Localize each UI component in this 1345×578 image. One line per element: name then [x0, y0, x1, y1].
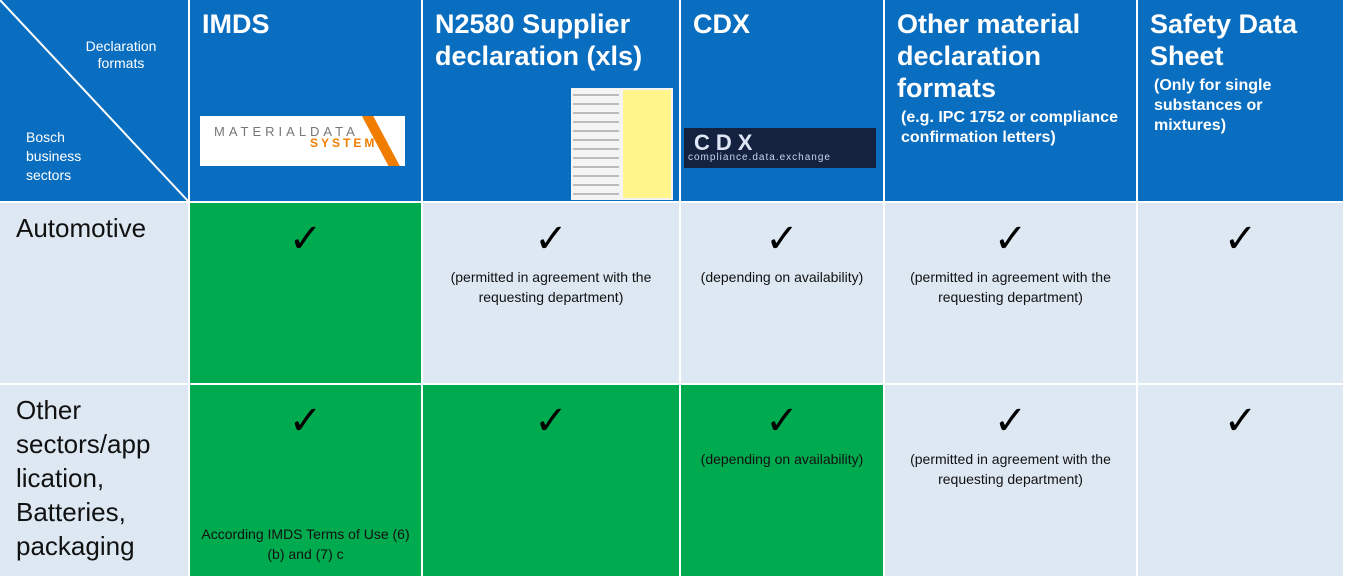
table-cell: ✓ (permitted in agreement with the reques…	[885, 203, 1138, 385]
column-subtitle: (Only for single substances or mixtures)	[1154, 77, 1272, 134]
column-title: Safety Data Sheet (Only for single substa…	[1150, 8, 1335, 136]
checkmark: ✓	[1223, 399, 1258, 443]
checkmark: ✓	[288, 399, 323, 443]
title-text: Safety Data Sheet	[1150, 9, 1298, 71]
imds-logo: MATERIALDATA SYSTEM	[200, 116, 405, 166]
logo-text: CDX	[694, 130, 759, 155]
column-header: Safety Data Sheet (Only for single substa…	[1138, 0, 1345, 203]
checkmark: ✓	[993, 217, 1028, 261]
checkmark: ✓	[765, 217, 799, 261]
checkmark: ✓	[534, 217, 568, 261]
diagonal	[0, 0, 189, 202]
column-header: N2580 Supplier declaration (xls)	[423, 0, 681, 203]
column-header: IMDS MATERIALDATA SYSTEM	[190, 0, 423, 203]
cell-note: (permitted in agreement with the request…	[450, 269, 652, 305]
thumb-row	[573, 193, 619, 195]
table-cell: ✓	[1138, 385, 1345, 578]
row-label-line: lication,	[16, 463, 105, 493]
table-cell: ✓ (permitted in agreement with the reques…	[423, 203, 681, 385]
corner-top: Declaration formats	[85, 38, 157, 71]
checkmark: ✓	[534, 399, 568, 443]
table-cell: ✓ (depending on availability)	[681, 203, 885, 385]
cdx-logo: CDX compliance.data.exchange	[684, 128, 876, 168]
row-label-line: sectors/app	[16, 429, 151, 459]
thumb-row	[573, 121, 619, 123]
thumb-row	[573, 112, 619, 114]
title-text: CDX	[693, 9, 751, 39]
table-cell: ✓	[190, 203, 423, 385]
checkmark: ✓	[288, 217, 323, 261]
table-cell: ✓	[1138, 203, 1345, 385]
row-label-line: packaging	[16, 531, 135, 561]
column-title: N2580 Supplier declaration (xls)	[435, 8, 671, 72]
checkmark: ✓	[993, 399, 1028, 443]
column-title: CDX	[693, 8, 875, 40]
logo-text: SYSTEM	[310, 136, 378, 150]
table-cell: ✓	[423, 385, 681, 578]
checkmark: ✓	[1223, 217, 1258, 261]
title-text: N2580 Supplier declaration (xls)	[435, 9, 643, 71]
thumb-row	[573, 139, 619, 141]
row-label-line: Automotive	[16, 213, 147, 243]
title-text: Other material declaration formats	[897, 9, 1081, 103]
cell-note: (depending on availability)	[700, 269, 864, 285]
thumb-row	[573, 175, 619, 177]
row-label: Automotive	[16, 211, 146, 245]
table-cell: ✓ According IMDS Terms of Use (6) (b) and…	[190, 385, 423, 578]
corner-header: Declaration formats Bosch business sector…	[0, 0, 190, 203]
spreadsheet-thumbnail	[571, 88, 673, 200]
logo-text: MATERIALDATA	[214, 124, 359, 139]
thumb-row	[573, 157, 619, 159]
thumb-row	[573, 103, 619, 105]
thumb-row	[573, 184, 619, 186]
cell-note: According IMDS Terms of Use (6) (b) and …	[201, 526, 410, 562]
thumb-row	[573, 130, 619, 132]
logo-text: compliance.data.exchange	[688, 152, 831, 163]
row-header: Other sectors/app lication, Batteries, packa…	[0, 385, 190, 578]
corner-bottom: Bosch business sectors	[26, 129, 82, 183]
cell-note: (permitted in agreement with the request…	[910, 269, 1111, 305]
cell-note: (depending on availability)	[700, 451, 864, 467]
row-label-line: Batteries,	[16, 497, 126, 527]
column-title: IMDS	[202, 8, 413, 40]
thumb-yellow	[623, 90, 671, 198]
table-cell: ✓ (depending on availability)	[681, 385, 885, 578]
row-label-line: Other	[16, 395, 82, 425]
row-header: Automotive	[0, 203, 190, 385]
column-header: Other material declaration formats (e.g. …	[885, 0, 1138, 203]
title-text: IMDS	[202, 9, 270, 39]
column-subtitle: (e.g. IPC 1752 or compliance confirmatio…	[901, 109, 1118, 146]
thumb-row	[573, 166, 619, 168]
thumb-row	[573, 148, 619, 150]
column-header: CDX CDX compliance.data.exchange	[681, 0, 885, 203]
table-cell: ✓ (permitted in agreement with the reques…	[885, 385, 1138, 578]
thumb-row	[573, 94, 619, 96]
column-title: Other material declaration formats (e.g. …	[897, 8, 1128, 148]
checkmark: ✓	[765, 399, 799, 443]
row-label: Other sectors/app lication, Batteries, packa…	[16, 393, 150, 563]
cell-note: (permitted in agreement with the request…	[910, 451, 1111, 487]
